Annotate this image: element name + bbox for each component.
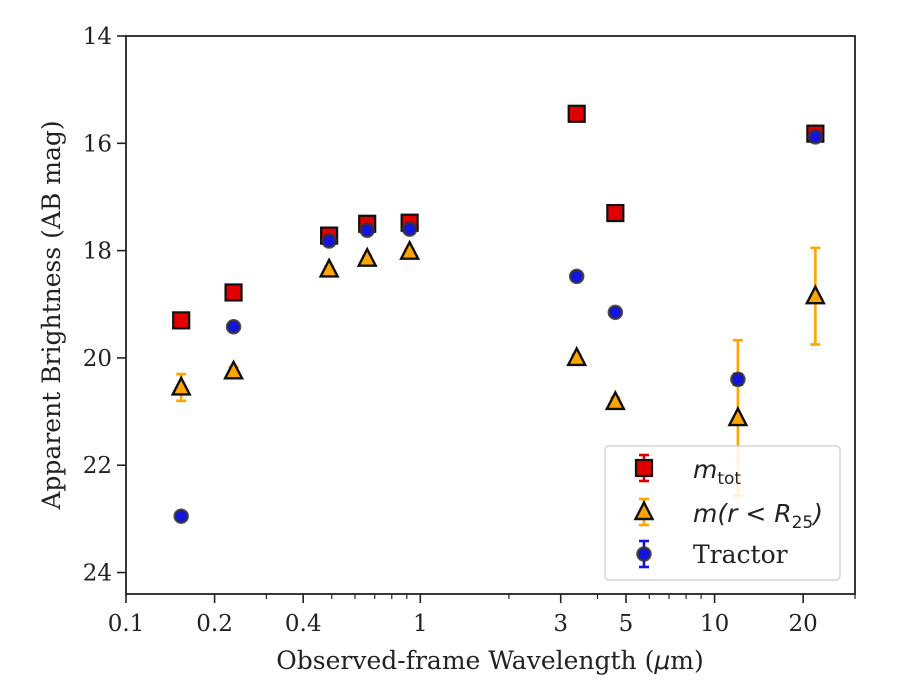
legend-marker-tractor [636, 539, 652, 569]
data-markers [170, 104, 826, 524]
data-point-m_r25 [399, 239, 421, 260]
data-point-m_r25 [604, 389, 626, 411]
legend-box [604, 445, 841, 581]
legend-symbol [634, 458, 654, 478]
data-point-tractor [401, 221, 418, 237]
data-point-mtot [172, 311, 191, 330]
x-tick-label: 0.1 [108, 611, 145, 637]
legend-entry-m-r25: m(r < R25) [633, 497, 823, 533]
legend-symbol [633, 499, 655, 521]
y-tick-label: 20 [83, 346, 112, 372]
legend-symbol [636, 546, 652, 562]
y-tick-label: 22 [83, 453, 112, 479]
data-point-m_r25 [804, 284, 826, 305]
data-point-tractor [568, 268, 585, 285]
x-tick-label: 20 [789, 611, 818, 637]
x-tick-label: 10 [700, 611, 729, 637]
data-point-tractor [730, 371, 746, 388]
legend-marker-m-r25 [633, 497, 655, 527]
legend-marker-mtot [634, 453, 654, 483]
data-point-m_r25 [170, 375, 192, 396]
data-point-mtot [606, 203, 625, 223]
legend-label-tractor: Tractor [693, 540, 788, 569]
y-tick-label: 16 [83, 131, 112, 157]
data-point-m_r25 [356, 246, 378, 267]
x-tick-label: 0.2 [196, 611, 233, 637]
data-point-m_r25 [223, 359, 245, 380]
legend-label-mtot: mtot [693, 455, 741, 489]
y-axis-label: Apparent Brightness (AB mag) [37, 120, 66, 510]
data-point-tractor [807, 129, 824, 145]
data-point-tractor [607, 304, 624, 321]
data-point-tractor [321, 233, 337, 249]
legend: mtot m(r < R25) Tractor [604, 445, 841, 581]
data-point-tractor [359, 222, 375, 238]
y-tick-label: 14 [83, 24, 112, 50]
data-point-tractor [173, 508, 189, 524]
legend-label-m-r25: m(r < R25) [693, 499, 823, 533]
legend-entry-tractor: Tractor [636, 539, 788, 569]
axis-ticks: 0.1 0.2 0.4 1 3 5 10 20 14 16 18 20 22 24 [83, 24, 856, 637]
data-point-mtot [567, 104, 586, 123]
plot-frame [125, 35, 856, 595]
y-tick-label: 24 [83, 561, 112, 587]
legend-entry-mtot: mtot [634, 453, 741, 489]
data-point-tractor [225, 319, 242, 335]
x-tick-label: 3 [553, 611, 568, 637]
data-point-m_r25 [318, 257, 340, 278]
x-tick-label: 5 [619, 611, 634, 637]
x-axis-label: Observed-frame Wavelength (μm) [276, 646, 703, 675]
x-tick-label: 0.4 [285, 611, 322, 637]
data-point-m_r25 [566, 345, 588, 367]
y-tick-label: 18 [83, 239, 112, 265]
x-tick-label: 1 [413, 611, 428, 637]
data-point-mtot [224, 283, 243, 302]
data-point-m_r25 [727, 405, 749, 427]
